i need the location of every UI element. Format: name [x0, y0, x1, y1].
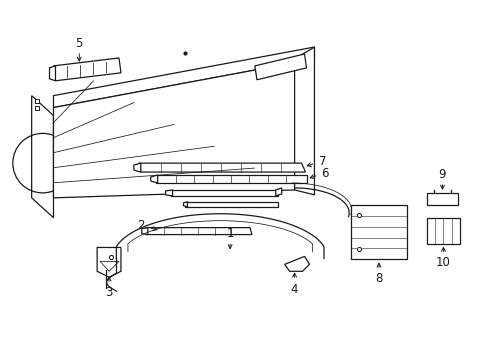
Polygon shape	[254, 54, 306, 80]
Polygon shape	[426, 193, 457, 205]
Polygon shape	[142, 228, 147, 235]
Polygon shape	[97, 247, 121, 277]
Polygon shape	[53, 47, 314, 108]
Text: 5: 5	[76, 37, 83, 50]
Polygon shape	[150, 175, 157, 183]
Text: 8: 8	[374, 272, 382, 285]
Polygon shape	[284, 256, 309, 271]
Polygon shape	[134, 163, 141, 172]
Polygon shape	[49, 66, 55, 81]
Text: 4: 4	[290, 283, 298, 296]
Polygon shape	[426, 218, 459, 243]
Polygon shape	[185, 202, 277, 207]
Polygon shape	[139, 163, 305, 172]
Text: 10: 10	[435, 256, 450, 269]
Polygon shape	[275, 188, 281, 196]
Polygon shape	[350, 205, 406, 260]
Polygon shape	[170, 190, 277, 196]
Polygon shape	[165, 190, 172, 196]
Polygon shape	[145, 228, 251, 235]
Polygon shape	[155, 175, 306, 183]
Text: 2: 2	[137, 219, 144, 232]
Polygon shape	[183, 202, 187, 207]
Polygon shape	[53, 59, 314, 198]
Text: 1: 1	[226, 227, 233, 240]
Text: 7: 7	[318, 155, 325, 168]
Polygon shape	[294, 47, 314, 195]
Polygon shape	[32, 96, 53, 218]
Text: 9: 9	[438, 167, 445, 181]
Text: 3: 3	[105, 285, 113, 299]
Text: 6: 6	[321, 167, 328, 180]
Polygon shape	[53, 58, 121, 81]
